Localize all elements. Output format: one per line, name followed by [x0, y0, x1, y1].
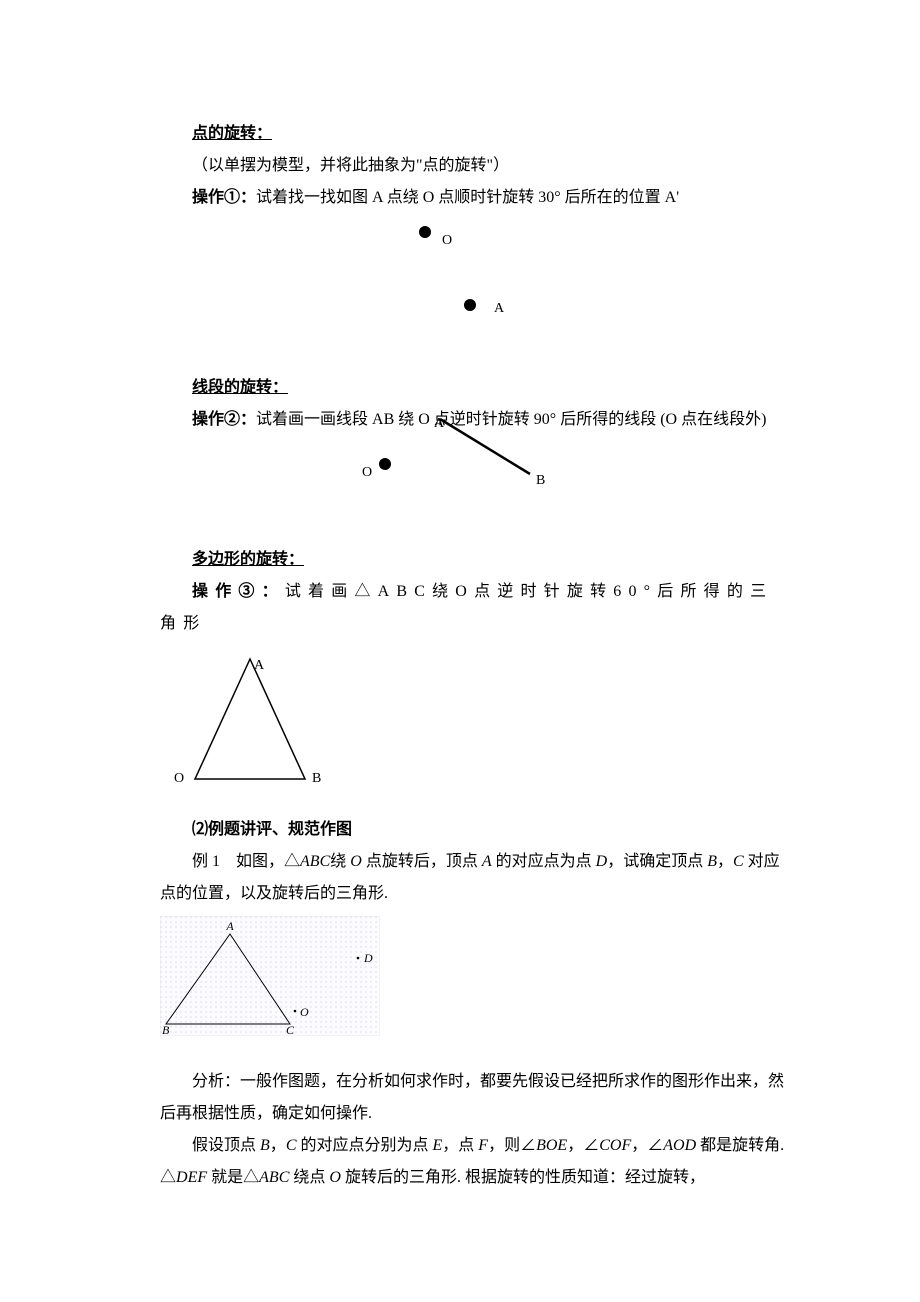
sym-b2: B [260, 1137, 270, 1154]
figure-3-svg: A O B [170, 654, 330, 794]
assume-paragraph: 假设顶点 B，C 的对应点分别为点 E，点 F，则∠BOE，∠COF，∠AOD … [160, 1130, 790, 1194]
sym-cof: COF [599, 1137, 631, 1154]
section-polygon-rotation-heading: 多边形的旋转： [160, 544, 790, 576]
page: 点的旋转： （以单摆为模型，并将此抽象为"点的旋转"） 操作①：试着找一找如图 … [0, 0, 920, 1302]
section-point-rotation-desc: （以单摆为模型，并将此抽象为"点的旋转"） [160, 150, 790, 182]
figure-3-container: A O B [160, 640, 790, 814]
sym-abc: ABC [300, 853, 330, 870]
figure-4-dot-grid [160, 916, 380, 1036]
section-example-heading: ⑵例题讲评、规范作图 [160, 814, 790, 846]
figure-3-triangle [195, 659, 305, 779]
t: 假设顶点 [192, 1137, 260, 1154]
figure-1-point-o [419, 226, 431, 238]
heading-text: 线段的旋转： [192, 379, 288, 396]
figure-2-segment-ab [440, 419, 530, 474]
example-1-text-5: ，试确定顶点 [607, 853, 707, 870]
section-segment-rotation-heading: 线段的旋转： [160, 372, 790, 404]
sym-aod: AOD [663, 1137, 696, 1154]
figure-1-point-a [464, 299, 476, 311]
figure-2-svg: A B O [360, 414, 590, 494]
figure-2-label-o: O [362, 465, 372, 480]
figure-4-label-c: C [286, 1023, 295, 1036]
sym-c: C [733, 853, 744, 870]
operation-3: 操作③：试着画△ABC绕O点逆时针旋转60°后所得的三角形 [160, 576, 790, 640]
figure-3-label-b: B [312, 771, 321, 786]
sym-b: B [707, 853, 717, 870]
figure-3-label-o: O [174, 771, 184, 786]
sym-abc2: ABC [259, 1169, 289, 1186]
example-1-text-1: 例 1 如图，△ [192, 853, 300, 870]
figure-4-point-o [294, 1010, 297, 1013]
operation-1-text: 试着找一找如图 A 点绕 O 点顺时针旋转 30° 后所在的位置 A' [256, 189, 679, 206]
figure-1-svg: O A [280, 220, 540, 330]
sym-def: DEF [176, 1169, 207, 1186]
figure-2-point-o [379, 458, 391, 470]
operation-3-label: 操作③： [192, 583, 285, 600]
t: ，点 [442, 1137, 478, 1154]
analysis-prefix: 分析： [192, 1073, 240, 1090]
figure-2-label-a: A [434, 416, 445, 431]
analysis-paragraph: 分析：一般作图题，在分析如何求作时，都要先假设已经把所求作的图形作出来，然后再根… [160, 1066, 790, 1130]
operation-1-label: 操作①： [192, 189, 256, 206]
figure-4-container: A B C O D [160, 910, 790, 1056]
figure-1-label-a: A [494, 301, 505, 316]
sym-e: E [433, 1137, 443, 1154]
heading-text: 点的旋转： [192, 125, 272, 142]
example-1-text-6: ， [717, 853, 733, 870]
section-point-rotation-heading: 点的旋转： [160, 118, 790, 150]
figure-4-point-d [357, 957, 360, 960]
sym-c2: C [286, 1137, 297, 1154]
t: ， [270, 1137, 286, 1154]
figure-1-label-o: O [442, 233, 452, 248]
figure-4-label-a: A [225, 919, 234, 933]
t: 就是△ [207, 1169, 259, 1186]
example-1-text-2: 绕 [330, 853, 350, 870]
t: 绕点 [289, 1169, 329, 1186]
example-1: 例 1 如图，△ABC绕 O 点旋转后，顶点 A 的对应点为点 D，试确定顶点 … [160, 846, 790, 910]
t: 旋转后的三角形. 根据旋转的性质知道：经过旋转， [341, 1169, 705, 1186]
figure-2-label-b: B [536, 473, 545, 488]
sym-f: F [478, 1137, 488, 1154]
example-1-text-3: 点旋转后，顶点 [362, 853, 482, 870]
sym-o: O [350, 853, 362, 870]
figure-4-label-o: O [300, 1005, 309, 1019]
analysis-text-1: 一般作图题，在分析如何求作时，都要先假设已经把所求作的图形作出来，然后再根据性质… [160, 1073, 784, 1122]
figure-4-label-d: D [363, 951, 373, 965]
t: ，∠ [567, 1137, 599, 1154]
sym-a: A [482, 853, 492, 870]
figure-1-container: O A [160, 214, 790, 350]
sym-o2: O [329, 1169, 341, 1186]
figure-4-label-b: B [162, 1023, 170, 1036]
t: ，则∠ [488, 1137, 536, 1154]
figure-3-label-a: A [254, 658, 265, 673]
heading-text: 多边形的旋转： [192, 551, 304, 568]
operation-2-label: 操作②： [192, 411, 256, 428]
operation-1: 操作①：试着找一找如图 A 点绕 O 点顺时针旋转 30° 后所在的位置 A' [160, 182, 790, 214]
sym-d: D [596, 853, 608, 870]
example-1-text-4: 的对应点为点 [492, 853, 596, 870]
sym-boe: BOE [536, 1137, 567, 1154]
figure-4-svg: A B C O D [160, 916, 380, 1036]
t: ，∠ [631, 1137, 663, 1154]
t: 的对应点分别为点 [296, 1137, 432, 1154]
